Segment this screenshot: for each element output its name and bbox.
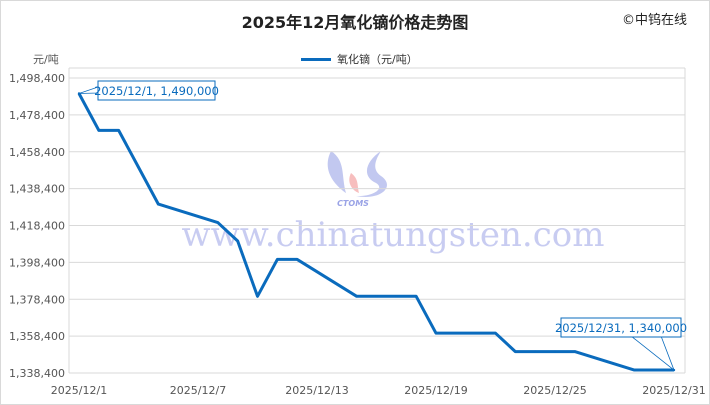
y-tick-label: 1,498,400: [9, 72, 65, 85]
data-point: [256, 295, 259, 298]
data-point: [434, 331, 438, 335]
y-axis-unit: 元/吨: [33, 53, 59, 66]
data-point: [137, 166, 140, 169]
data-point: [494, 331, 497, 335]
x-tick-label: 2025/12/31: [642, 384, 705, 397]
data-point: [216, 221, 220, 224]
y-tick-label: 1,418,400: [9, 220, 65, 233]
data-point: [553, 350, 557, 353]
data-point: [375, 295, 378, 298]
x-tick-label: 2025/12/7: [170, 384, 226, 397]
callout-label: 2025/12/31, 1,340,000: [555, 321, 687, 335]
callout-label: 2025/12/1, 1,490,000: [94, 84, 219, 98]
data-point: [276, 258, 279, 261]
legend-label: 氧化镝（元/吨）: [337, 53, 418, 66]
x-tick-label: 2025/12/19: [404, 384, 467, 397]
data-point: [97, 129, 101, 132]
data-point: [514, 350, 517, 353]
data-point: [573, 350, 577, 353]
y-tick-label: 1,478,400: [9, 109, 65, 122]
watermark-logo-icon: [356, 151, 387, 197]
data-point: [652, 368, 656, 372]
x-tick-label: 2025/12/1: [51, 384, 107, 397]
data-point: [533, 350, 537, 353]
callout-box: [560, 317, 682, 338]
x-tick-label: 2025/12/13: [285, 384, 348, 397]
data-point: [295, 258, 299, 261]
callout-box: [97, 80, 216, 101]
watermark-text: www.chinatungsten.com: [182, 215, 605, 255]
watermark-logo-text: CTOMS: [337, 199, 369, 208]
data-point: [236, 239, 239, 243]
callout-pointer: [629, 335, 675, 372]
data-point: [157, 202, 160, 206]
x-tick-label: 2025/12/25: [523, 384, 586, 397]
data-point: [117, 129, 120, 132]
data-point: [414, 295, 418, 298]
y-tick-label: 1,378,400: [9, 293, 65, 306]
watermark-logo-icon: [349, 173, 359, 193]
chart-title: 2025年12月氧化镝价格走势图: [241, 13, 469, 32]
watermark-logo-icon: [327, 151, 346, 193]
copyright-label: ©中钨在线: [621, 13, 687, 28]
data-point: [633, 368, 636, 372]
legend: 氧化镝（元/吨）: [301, 51, 418, 67]
y-tick-label: 1,338,400: [9, 367, 65, 380]
data-point: [395, 295, 398, 298]
legend-swatch: [301, 57, 331, 61]
data-point: [355, 295, 358, 298]
y-tick-label: 1,458,400: [9, 146, 65, 159]
y-tick-label: 1,398,400: [9, 256, 65, 269]
y-tick-label: 1,438,400: [9, 183, 65, 196]
y-tick-label: 1,358,400: [9, 330, 65, 343]
